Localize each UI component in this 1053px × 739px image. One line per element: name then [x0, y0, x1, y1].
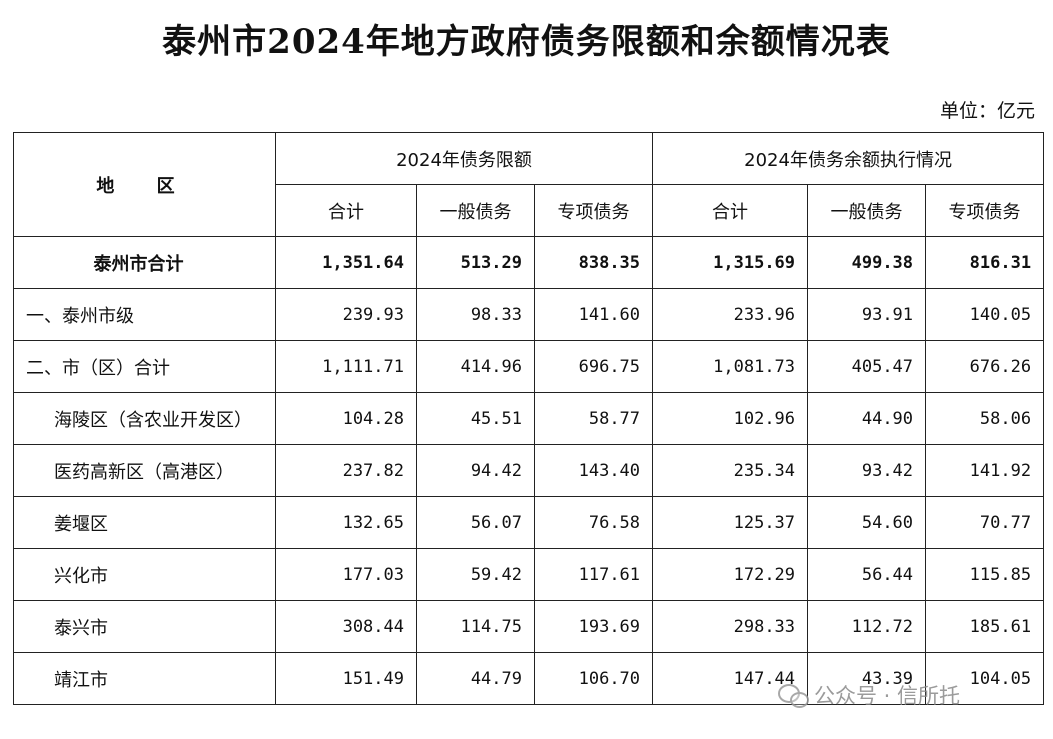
value-cell: 115.85 [925, 548, 1045, 601]
region-name: 二、市（区）合计 [13, 340, 276, 393]
header-balance-general: 一般债务 [807, 184, 927, 237]
value-cell: 298.33 [652, 600, 809, 653]
value-cell: 58.06 [925, 392, 1045, 445]
table-row: 二、市（区）合计 1,111.71 414.96 696.75 1,081.73 405.… [13, 340, 1045, 393]
value-cell: 177.03 [275, 548, 417, 601]
value-cell: 1,111.71 [275, 340, 417, 393]
table-row: 兴化市 177.03 59.42 117.61 172.29 56.44 115.85 [13, 548, 1045, 601]
header-balance-special: 专项债务 [925, 184, 1045, 237]
value-cell: 106.70 [533, 652, 654, 705]
value-cell: 239.93 [275, 288, 417, 341]
value-cell: 58.77 [533, 392, 654, 445]
value-cell: 56.07 [416, 496, 535, 549]
value-cell: 112.72 [807, 600, 927, 653]
header-limit-group: 2024年债务限额 [274, 132, 654, 185]
value-cell: 125.37 [652, 496, 809, 549]
value-cell: 59.42 [416, 548, 535, 601]
value-cell: 676.26 [925, 340, 1045, 393]
header-limit-special: 专项债务 [533, 184, 654, 237]
value-cell: 185.61 [925, 600, 1045, 653]
value-cell: 235.34 [652, 444, 809, 497]
table-row: 医药高新区（高港区） 237.82 94.42 143.40 235.34 93.42 14… [13, 444, 1045, 497]
value-cell: 70.77 [925, 496, 1045, 549]
value-cell: 43.39 [807, 652, 927, 705]
value-cell: 237.82 [275, 444, 417, 497]
value-cell: 1,081.73 [652, 340, 809, 393]
value-cell: 104.28 [275, 392, 417, 445]
value-cell: 838.35 [533, 236, 654, 289]
value-cell: 93.91 [807, 288, 927, 341]
value-cell: 1,351.64 [275, 236, 417, 289]
value-cell: 104.05 [925, 652, 1045, 705]
value-cell: 140.05 [925, 288, 1045, 341]
watermark: 公众号 · 信所托 [778, 678, 960, 712]
value-cell: 45.51 [416, 392, 535, 445]
value-cell: 696.75 [533, 340, 654, 393]
region-name: 海陵区（含农业开发区） [13, 392, 276, 445]
value-cell: 193.69 [533, 600, 654, 653]
value-cell: 141.92 [925, 444, 1045, 497]
value-cell: 151.49 [275, 652, 417, 705]
value-cell: 172.29 [652, 548, 809, 601]
value-cell: 102.96 [652, 392, 809, 445]
header-region: 地 区 [13, 132, 276, 237]
value-cell: 94.42 [416, 444, 535, 497]
table-body: 泰州市合计 1,351.64 513.29 838.35 1,315.69 499.38 8… [13, 236, 1045, 705]
value-cell: 54.60 [807, 496, 927, 549]
page-title: 泰州市2024年地方政府债务限额和余额情况表 [162, 22, 891, 62]
wechat-icon [778, 682, 809, 708]
header-limit-total: 合计 [275, 184, 417, 237]
value-cell: 499.38 [807, 236, 927, 289]
header-row-2: 合计 一般债务 专项债务 合计 一般债务 专项债务 [14, 184, 1045, 237]
table-row: 一、泰州市级 239.93 98.33 141.60 233.96 93.91 140.05 [13, 288, 1045, 341]
region-name: 医药高新区（高港区） [13, 444, 276, 497]
value-cell: 114.75 [416, 600, 535, 653]
value-cell: 76.58 [533, 496, 654, 549]
header-balance-total: 合计 [652, 184, 809, 237]
value-cell: 44.90 [807, 392, 927, 445]
table-row: 海陵区（含农业开发区） 104.28 45.51 58.77 102.96 44.90 58… [13, 392, 1045, 445]
value-cell: 308.44 [275, 600, 417, 653]
watermark-text: 公众号 · 信所托 [814, 684, 961, 708]
value-cell: 143.40 [533, 444, 654, 497]
region-name: 靖江市 [13, 652, 276, 705]
value-cell: 56.44 [807, 548, 927, 601]
value-cell: 93.42 [807, 444, 927, 497]
debt-table: 地 区 2024年债务限额 2024年债务余额执行情况 合计 一般债务 专项债务… [13, 132, 1045, 705]
table-row-total: 泰州市合计 1,351.64 513.29 838.35 1,315.69 499.38 8… [13, 236, 1045, 289]
region-name: 泰兴市 [13, 600, 276, 653]
region-name: 姜堰区 [13, 496, 276, 549]
value-cell: 132.65 [275, 496, 417, 549]
value-cell: 98.33 [416, 288, 535, 341]
region-name: 泰州市合计 [13, 236, 276, 289]
value-cell: 1,315.69 [652, 236, 809, 289]
header-row-1: 地 区 2024年债务限额 2024年债务余额执行情况 [13, 132, 1045, 237]
value-cell: 414.96 [416, 340, 535, 393]
value-cell: 141.60 [533, 288, 654, 341]
region-name: 一、泰州市级 [13, 288, 276, 341]
value-cell: 405.47 [807, 340, 927, 393]
header-limit-general: 一般债务 [416, 184, 535, 237]
table-row: 泰兴市 308.44 114.75 193.69 298.33 112.72 185.61 [13, 600, 1045, 653]
value-cell: 233.96 [652, 288, 809, 341]
region-name: 兴化市 [13, 548, 276, 601]
value-cell: 816.31 [925, 236, 1045, 289]
value-cell: 44.79 [416, 652, 535, 705]
header-balance-group: 2024年债务余额执行情况 [652, 132, 1045, 185]
value-cell: 117.61 [533, 548, 654, 601]
value-cell: 513.29 [416, 236, 535, 289]
table-row: 靖江市 151.49 44.79 106.70 147.44 43.39 104.05 [13, 652, 1045, 705]
unit-label: 单位：亿元 [939, 100, 1035, 122]
table-row: 姜堰区 132.65 56.07 76.58 125.37 54.60 70.77 [13, 496, 1045, 549]
